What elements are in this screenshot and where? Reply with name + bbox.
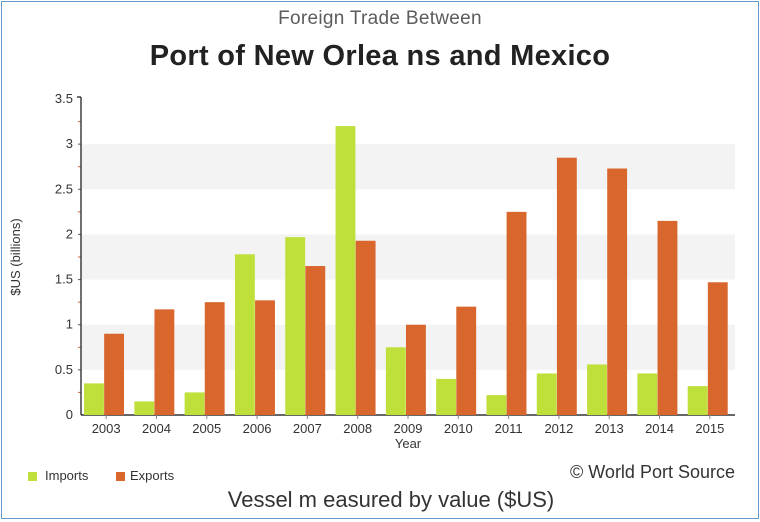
svg-text:2003: 2003 xyxy=(92,421,121,436)
svg-text:3.5: 3.5 xyxy=(55,91,73,106)
svg-text:2012: 2012 xyxy=(544,421,573,436)
svg-text:2014: 2014 xyxy=(645,421,674,436)
svg-text:2013: 2013 xyxy=(595,421,624,436)
svg-text:2005: 2005 xyxy=(192,421,221,436)
svg-text:3: 3 xyxy=(66,136,73,151)
svg-text:2009: 2009 xyxy=(394,421,423,436)
svg-text:Year: Year xyxy=(395,436,422,451)
svg-text:2015: 2015 xyxy=(695,421,724,436)
svg-text:2: 2 xyxy=(66,226,73,241)
svg-text:1: 1 xyxy=(66,317,73,332)
svg-text:Imports: Imports xyxy=(45,468,89,483)
svg-text:Exports: Exports xyxy=(130,468,175,483)
svg-text:0.5: 0.5 xyxy=(55,362,73,377)
svg-text:2008: 2008 xyxy=(343,421,372,436)
svg-text:2006: 2006 xyxy=(243,421,272,436)
svg-text:2010: 2010 xyxy=(444,421,473,436)
svg-text:$US (billions): $US (billions) xyxy=(8,218,23,295)
svg-text:2.5: 2.5 xyxy=(55,181,73,196)
svg-text:Vessel m easured by value ($US: Vessel m easured by value ($US) xyxy=(228,487,555,512)
svg-text:2011: 2011 xyxy=(495,421,523,436)
svg-text:© World Port Source: © World Port Source xyxy=(570,462,735,482)
svg-text:1.5: 1.5 xyxy=(55,272,73,287)
svg-text:2004: 2004 xyxy=(142,421,171,436)
svg-text:2007: 2007 xyxy=(293,421,322,436)
svg-text:0: 0 xyxy=(66,407,73,422)
